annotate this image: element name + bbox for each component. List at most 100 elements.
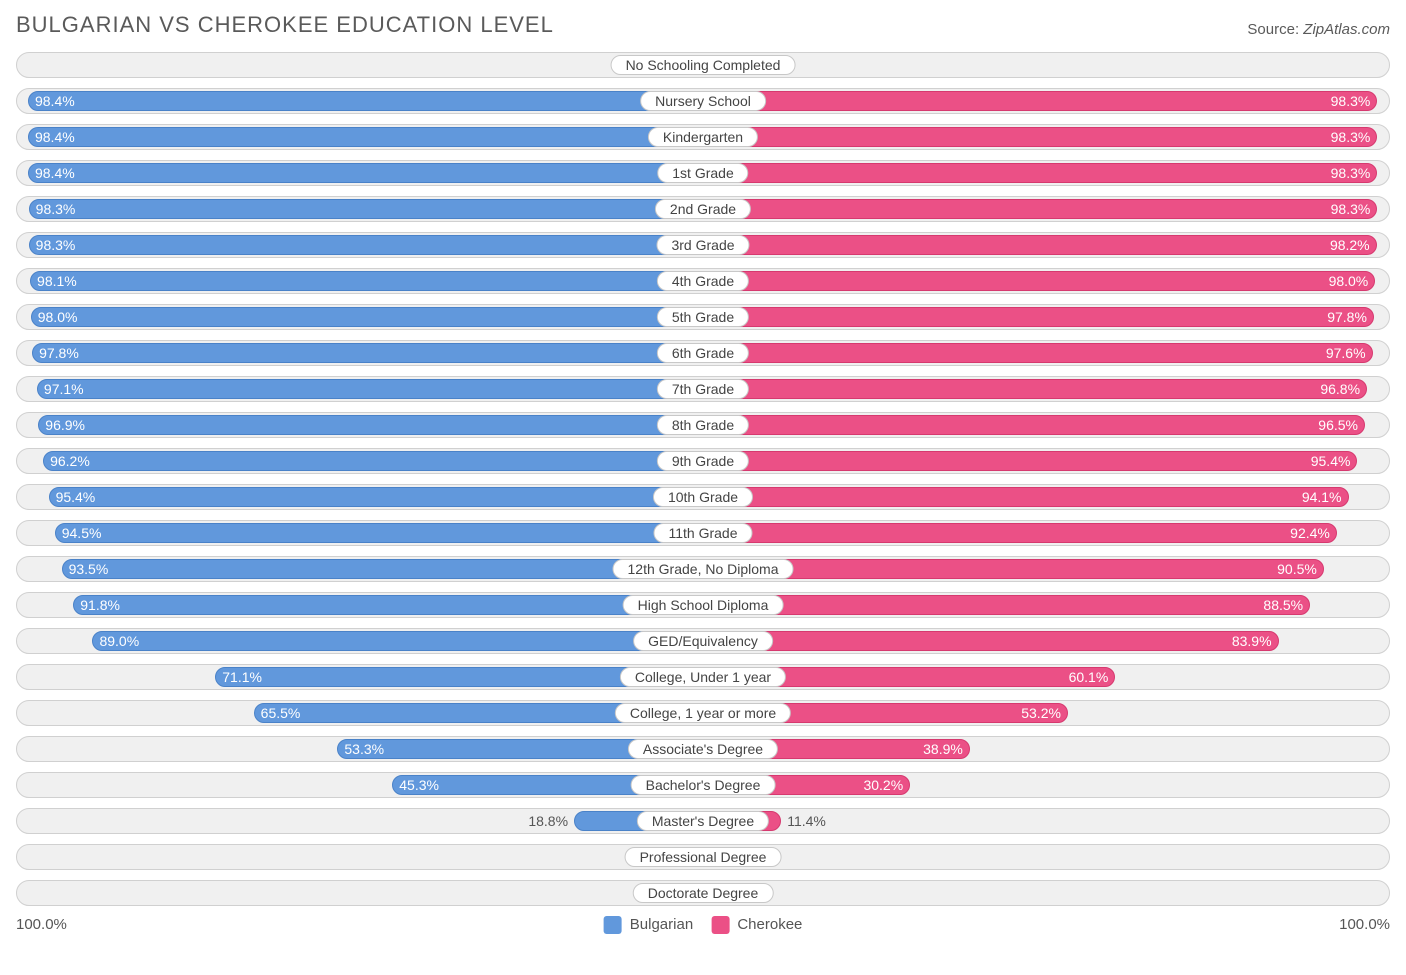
bar-left: 94.5% [55, 523, 703, 543]
pct-right: 97.8% [1327, 309, 1367, 325]
pct-right: 38.9% [923, 741, 963, 757]
bar-left: 98.3% [29, 235, 703, 255]
category-label: 6th Grade [657, 343, 749, 363]
pct-right: 98.2% [1330, 237, 1370, 253]
pct-left: 94.5% [62, 525, 102, 541]
category-label: Master's Degree [637, 811, 769, 831]
pct-left: 98.1% [37, 273, 77, 289]
chart-row: 96.9% 96.5% 8th Grade [16, 412, 1390, 438]
source-site: ZipAtlas.com [1303, 21, 1390, 38]
pct-left: 96.9% [45, 417, 85, 433]
chart-row: 53.3%38.9%Associate's Degree [16, 736, 1390, 762]
chart-row: 1.6%1.7%No Schooling Completed [16, 52, 1390, 78]
bar-left: 98.0% [31, 307, 703, 327]
chart-row: 18.8%11.4%Master's Degree [16, 808, 1390, 834]
chart-row: 97.8% 97.6% 6th Grade [16, 340, 1390, 366]
axis-right-label: 100.0% [1339, 916, 1390, 933]
legend-label-right: Cherokee [737, 916, 802, 933]
source-prefix: Source: [1247, 21, 1303, 38]
pct-right: 90.5% [1277, 561, 1317, 577]
pct-left: 18.8% [528, 813, 568, 829]
chart-source: Source: ZipAtlas.com [1247, 21, 1390, 38]
chart-header: BULGARIAN VS CHEROKEE EDUCATION LEVEL So… [16, 12, 1390, 38]
category-label: Bachelor's Degree [631, 775, 776, 795]
chart-row: 97.1% 96.8% 7th Grade [16, 376, 1390, 402]
category-label: Doctorate Degree [633, 883, 774, 903]
bar-left: 97.8% [32, 343, 703, 363]
pct-left: 97.1% [44, 381, 84, 397]
bar-left: 96.9% [38, 415, 703, 435]
bar-right: 90.5% [703, 559, 1324, 579]
pct-left: 98.3% [36, 237, 76, 253]
bar-left: 95.4% [49, 487, 703, 507]
chart-row: 95.4%94.1%10th Grade [16, 484, 1390, 510]
bar-right: 98.0% [703, 271, 1375, 291]
chart-row: 98.4%98.3%Kindergarten [16, 124, 1390, 150]
category-label: No Schooling Completed [611, 55, 796, 75]
pct-right: 98.3% [1331, 93, 1371, 109]
chart-title: BULGARIAN VS CHEROKEE EDUCATION LEVEL [16, 12, 554, 38]
pct-left: 93.5% [69, 561, 109, 577]
bar-right: 96.5% [703, 415, 1365, 435]
legend-label-left: Bulgarian [630, 916, 693, 933]
category-label: 9th Grade [657, 451, 749, 471]
category-label: College, 1 year or more [615, 703, 791, 723]
category-label: Professional Degree [625, 847, 782, 867]
category-label: Associate's Degree [628, 739, 778, 759]
chart-row: 98.4% 98.3% Nursery School [16, 88, 1390, 114]
bar-left: 98.4% [28, 163, 703, 183]
pct-left: 98.4% [35, 93, 75, 109]
chart-row: 98.1%98.0%4th Grade [16, 268, 1390, 294]
bar-right: 95.4% [703, 451, 1357, 471]
bar-left: 98.4% [28, 127, 703, 147]
chart-row: 45.3%30.2%Bachelor's Degree [16, 772, 1390, 798]
bar-right: 88.5% [703, 595, 1310, 615]
pct-left: 95.4% [56, 489, 96, 505]
pct-left: 89.0% [99, 633, 139, 649]
bar-left: 98.3% [29, 199, 703, 219]
legend-item-right: Cherokee [711, 916, 802, 934]
chart-row: 71.1%60.1%College, Under 1 year [16, 664, 1390, 690]
pct-right: 92.4% [1290, 525, 1330, 541]
pct-right: 83.9% [1232, 633, 1272, 649]
chart-row: 96.2% 95.4% 9th Grade [16, 448, 1390, 474]
category-label: High School Diploma [623, 595, 784, 615]
pct-left: 91.8% [80, 597, 120, 613]
chart-footer: 100.0% Bulgarian Cherokee 100.0% [16, 916, 1390, 938]
pct-right: 53.2% [1021, 705, 1061, 721]
bar-right: 83.9% [703, 631, 1279, 651]
category-label: 5th Grade [657, 307, 749, 327]
category-label: 8th Grade [657, 415, 749, 435]
pct-left: 65.5% [261, 705, 301, 721]
bar-left: 89.0% [92, 631, 703, 651]
category-label: College, Under 1 year [620, 667, 786, 687]
bar-right: 98.2% [703, 235, 1377, 255]
pct-left: 98.3% [36, 201, 76, 217]
pct-right: 98.3% [1331, 201, 1371, 217]
bar-right: 98.3% [703, 163, 1377, 183]
chart-row: 98.0% 97.8% 5th Grade [16, 304, 1390, 330]
pct-left: 71.1% [222, 669, 262, 685]
pct-right: 96.8% [1320, 381, 1360, 397]
chart-row: 2.4%1.5%Doctorate Degree [16, 880, 1390, 906]
chart-row: 5.7%3.3%Professional Degree [16, 844, 1390, 870]
chart-row: 89.0%83.9%GED/Equivalency [16, 628, 1390, 654]
pct-left: 98.4% [35, 165, 75, 181]
bar-left: 91.8% [73, 595, 703, 615]
pct-right: 96.5% [1318, 417, 1358, 433]
chart-row: 98.3%98.2%3rd Grade [16, 232, 1390, 258]
category-label: 7th Grade [657, 379, 749, 399]
bar-right: 98.3% [703, 127, 1377, 147]
bar-right: 94.1% [703, 487, 1349, 507]
category-label: Nursery School [640, 91, 766, 111]
pct-right: 94.1% [1302, 489, 1342, 505]
bar-left: 93.5% [62, 559, 703, 579]
pct-right: 97.6% [1326, 345, 1366, 361]
pct-left: 96.2% [50, 453, 90, 469]
pct-right: 95.4% [1311, 453, 1351, 469]
pct-left: 98.0% [38, 309, 78, 325]
diverging-bar-chart: 1.6%1.7%No Schooling Completed98.4%98.3%… [16, 52, 1390, 906]
bar-right: 97.6% [703, 343, 1373, 363]
axis-left-label: 100.0% [16, 916, 67, 933]
bar-right: 96.8% [703, 379, 1367, 399]
